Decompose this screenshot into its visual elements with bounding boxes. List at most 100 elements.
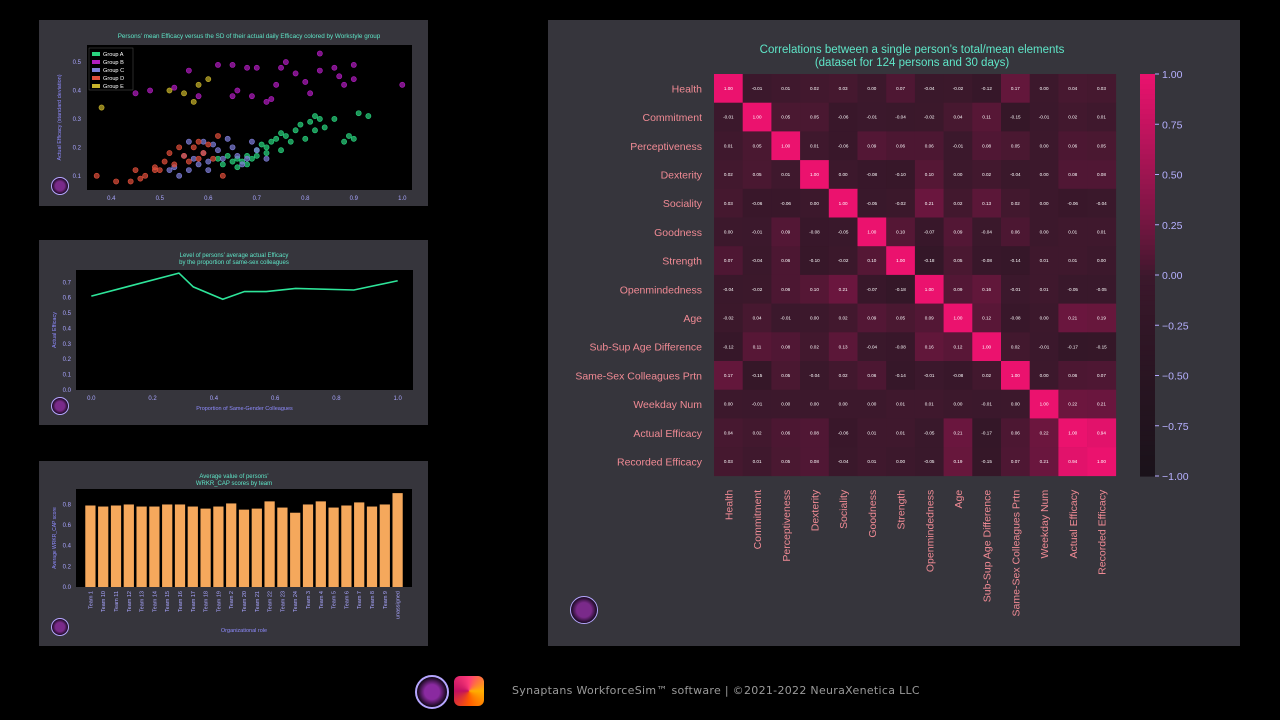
x-tick-label: Team 15: [165, 591, 171, 612]
heatmap-cell: [1087, 361, 1117, 390]
cell-value-label: 0.01: [781, 172, 790, 177]
heatmap-cell: [742, 246, 772, 276]
cell-value-label: 0.00: [1040, 143, 1049, 148]
heatmap-cell: [857, 160, 887, 190]
cell-value-label: -0.04: [1010, 172, 1021, 177]
heatmap-cell: [1029, 246, 1059, 276]
heatmap-cell: [1058, 160, 1088, 190]
heatmap-cell: [857, 74, 887, 103]
data-point: [137, 175, 144, 182]
cell-value-label: -0.01: [867, 115, 878, 120]
colorbar-segment: [1140, 199, 1155, 206]
heatmap-cell: [1001, 332, 1030, 362]
colorbar-segment: [1140, 420, 1155, 427]
data-point: [224, 135, 231, 142]
cell-value-label: 0.06: [896, 143, 905, 148]
colorbar-segment: [1140, 350, 1155, 356]
cell-value-label: 0.08: [1097, 172, 1106, 177]
column-label: Health: [723, 490, 735, 521]
y-tick-label: 0.4: [73, 88, 82, 94]
data-point: [132, 167, 139, 173]
cell-value-label: 0.02: [839, 316, 848, 321]
cell-value-label: -0.18: [895, 287, 906, 292]
cell-value-label: 0.09: [867, 143, 876, 148]
legend-entry: Group B: [103, 60, 124, 66]
heatmap-cell: [828, 389, 858, 419]
x-tick-label: 0.6: [271, 396, 280, 402]
cell-value-label: -0.05: [1068, 287, 1079, 292]
heatmap-cell: [1058, 303, 1088, 333]
heatmap-cell: [742, 389, 772, 419]
cell-value-label: 0.05: [896, 316, 905, 321]
heatmap-cell: [943, 418, 973, 448]
heatmap-cell: [1087, 246, 1117, 276]
heatmap-cell: [714, 246, 743, 276]
colorbar-segment: [1140, 415, 1155, 422]
cell-value-label: 0.08: [810, 430, 819, 435]
x-tick-label: 0.6: [204, 196, 213, 202]
heatmap-cell: [800, 389, 830, 419]
colorbar-segment: [1140, 385, 1155, 392]
bar: [277, 507, 288, 587]
cell-value-label: 0.05: [810, 115, 819, 120]
y-tick-label: 0.5: [63, 311, 72, 317]
bar: [328, 507, 339, 587]
heatmap-cell: [943, 274, 973, 304]
cell-value-label: 0.09: [953, 287, 962, 292]
data-point: [215, 147, 221, 154]
x-tick-label: Team 12: [127, 591, 133, 612]
cell-value-label: 0.01: [1097, 229, 1106, 234]
data-point: [287, 138, 294, 145]
data-point: [234, 152, 241, 159]
x-tick-label: Team 14: [152, 591, 158, 612]
x-tick-label: Team 22: [268, 591, 274, 612]
heatmap-cell: [742, 131, 772, 161]
heatmap-cell: [886, 303, 916, 333]
bar: [290, 512, 301, 587]
row-label: Health: [672, 83, 703, 95]
data-point: [336, 73, 343, 80]
row-label: Goodness: [654, 227, 702, 239]
cell-value-label: -0.01: [723, 115, 734, 120]
cell-value-label: -0.02: [953, 86, 964, 91]
heatmap-cell: [972, 131, 1002, 161]
heatmap-cell: [1058, 361, 1088, 390]
x-tick-label: Team 20: [242, 591, 248, 612]
heatmap-cell: [1058, 274, 1088, 304]
heatmap-cell: [857, 246, 887, 276]
cell-value-label: 0.02: [724, 172, 733, 177]
y-tick-label: 0.0: [63, 585, 72, 591]
data-point: [268, 138, 275, 145]
y-tick-label: 0.6: [63, 523, 72, 529]
cell-value-label: 0.01: [724, 143, 733, 148]
heatmap-cell: [1001, 160, 1030, 190]
cell-value-label: -0.02: [723, 316, 734, 321]
cell-value-label: 0.02: [810, 344, 819, 349]
data-point: [350, 76, 357, 83]
colorbar-segment: [1140, 259, 1155, 266]
cell-value-label: 0.05: [953, 258, 962, 263]
legend-swatch: [92, 76, 100, 80]
y-tick-label: 0.8: [63, 502, 72, 508]
heatmap-cell: [714, 447, 743, 477]
heatmap-cell: [828, 246, 858, 276]
heatmap-cell: [1087, 217, 1117, 247]
data-point: [176, 172, 183, 179]
heatmap-cell: [914, 160, 944, 190]
cell-value-label: -0.04: [809, 373, 820, 378]
cell-value-label: 0.05: [1011, 143, 1020, 148]
colorbar-segment: [1140, 109, 1155, 115]
column-label: Dexterity: [809, 489, 821, 531]
data-point: [219, 172, 226, 179]
heatmap-cell: [714, 361, 743, 390]
cell-value-label: 0.05: [781, 459, 790, 464]
cell-value-label: 0.08: [1068, 172, 1077, 177]
x-tick-label: 0.8: [332, 396, 341, 402]
heatmap-cell: [1029, 389, 1059, 419]
y-axis-label: Actual Efficacy: [52, 312, 58, 348]
colorbar-segment: [1140, 84, 1155, 90]
colorbar-segment: [1140, 465, 1155, 472]
cell-value-label: 1.00: [1097, 459, 1106, 464]
heatmap-cell: [943, 188, 973, 218]
cell-value-label: 0.08: [810, 459, 819, 464]
